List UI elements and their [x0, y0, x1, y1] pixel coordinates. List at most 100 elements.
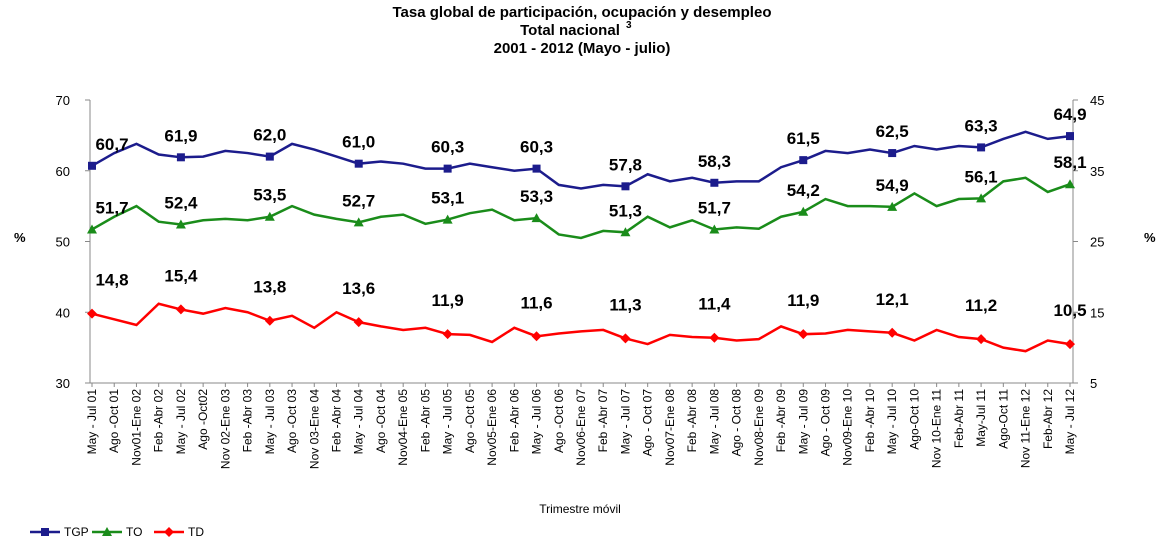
x-tick-label: Nov05-Ene 06: [485, 389, 499, 466]
x-tick-label: May - Jul 07: [618, 389, 632, 455]
marker: [88, 161, 96, 170]
data-label: 11,9: [432, 291, 464, 310]
x-tick-label: Ago -Oct 05: [463, 389, 477, 453]
y-tick-label: 70: [56, 93, 70, 108]
data-label: 14,8: [95, 271, 128, 290]
x-tick-label: Ago - Oct 09: [819, 389, 833, 457]
marker: [976, 334, 987, 345]
data-label: 63,3: [965, 116, 998, 135]
marker: [353, 217, 364, 227]
marker: [887, 327, 898, 338]
x-tick-label: May - Jul 12: [1063, 389, 1077, 455]
marker: [87, 224, 97, 234]
x-tick-label: May-Jul 11: [974, 389, 988, 447]
x-tick-label: Nov09-Ene 10: [841, 389, 855, 466]
data-label: 62,5: [876, 122, 909, 141]
data-label: 53,5: [253, 186, 286, 205]
data-label: 11,3: [609, 295, 641, 314]
y-tick-label: 60: [56, 164, 70, 179]
data-label: 60,3: [431, 138, 464, 157]
line-series: [91, 176, 1071, 240]
marker: [443, 164, 452, 173]
data-label: 51,7: [698, 198, 731, 217]
x-tick-label: Ago - Oct 08: [730, 389, 744, 457]
x-tick-label: May - Jul 04: [352, 389, 366, 455]
data-label: 11,4: [698, 295, 731, 314]
marker: [976, 193, 987, 203]
data-label: 12,1: [876, 290, 909, 309]
x-tick-label: Ago -Oct 01: [107, 389, 121, 453]
data-label: 11,6: [520, 293, 552, 312]
marker: [164, 527, 174, 537]
marker: [87, 308, 97, 319]
marker: [621, 182, 630, 191]
data-label: 53,3: [520, 187, 553, 206]
marker: [709, 332, 720, 343]
y-tick-label: 40: [56, 305, 70, 320]
x-tick-label: Feb -Abr 06: [507, 389, 521, 453]
y2-tick-label: 5: [1090, 376, 1097, 391]
data-label: 58,1: [1053, 153, 1086, 172]
x-tick-label: Nov08-Ene 09: [752, 389, 766, 466]
data-label: 60,3: [520, 138, 553, 157]
data-label: 51,7: [95, 198, 128, 217]
legend-label: TD: [188, 525, 204, 539]
data-label: 61,9: [164, 126, 197, 145]
x-tick-label: Nov 10-Ene 11: [930, 389, 944, 468]
x-tick-label: May - Jul 06: [530, 389, 544, 455]
y-tick-label: 30: [56, 376, 70, 391]
x-tick-label: Ago - Oct 07: [641, 389, 655, 457]
data-label: 56,1: [965, 167, 998, 186]
marker: [798, 329, 809, 340]
marker: [1065, 179, 1075, 189]
x-tick-label: Nov06-Ene 07: [574, 389, 588, 466]
marker: [531, 331, 542, 342]
data-label: 52,7: [342, 191, 375, 210]
data-label: 64,9: [1053, 105, 1086, 124]
legend-label: TGP: [64, 525, 89, 539]
x-tick-label: Feb -Abr 08: [685, 389, 699, 453]
data-label: 13,6: [342, 279, 375, 298]
x-tick-label: Nov 03-Ene 04: [307, 389, 321, 469]
x-tick-label: Ago-Oct 10: [907, 389, 921, 450]
footnote-mark: 3: [626, 20, 632, 31]
marker: [1066, 132, 1074, 141]
x-tick-label: Nov07-Ene 08: [663, 389, 677, 466]
marker: [265, 152, 274, 161]
x-tick-label: Ago -Oct 06: [552, 389, 566, 453]
data-label: 61,0: [342, 133, 375, 152]
data-label: 53,1: [431, 189, 464, 208]
data-label: 57,8: [609, 155, 642, 174]
marker: [799, 156, 808, 165]
x-tick-label: Ago -Oct 03: [285, 389, 299, 453]
data-label: 54,9: [876, 176, 909, 195]
x-tick-label: Ago-Oct 11: [996, 389, 1010, 449]
x-tick-label: May - Jul 02: [174, 389, 188, 455]
y2-tick-label: 35: [1090, 164, 1104, 179]
y2-axis-label: %: [1144, 230, 1156, 245]
y2-tick-label: 15: [1090, 305, 1104, 320]
marker: [264, 315, 275, 326]
x-tick-label: Feb -Abr 02: [152, 389, 166, 453]
data-label: 10,5: [1053, 301, 1086, 320]
y-tick-label: 50: [56, 235, 70, 250]
chart-period: 2001 - 2012 (Mayo - julio): [494, 40, 671, 57]
marker: [620, 227, 631, 237]
x-tick-label: Feb-Abr 11: [952, 389, 966, 448]
data-label: 13,8: [253, 278, 286, 297]
x-tick-label: May - Jul 01: [85, 389, 99, 455]
marker: [102, 527, 112, 536]
x-tick-label: May - Jul 03: [263, 389, 277, 455]
x-tick-label: Nov 02-Ene 03: [218, 389, 232, 469]
legend-label: TO: [126, 525, 142, 539]
y2-tick-label: 25: [1090, 235, 1104, 250]
x-tick-label: Nov 11-Ene 12: [1019, 389, 1033, 468]
marker: [531, 213, 542, 223]
y-axis-label: %: [14, 230, 26, 245]
chart-title: Tasa global de participación, ocupación …: [393, 4, 772, 21]
line-series: [91, 130, 1071, 190]
chart-subtitle: Total nacional: [520, 22, 620, 39]
marker: [442, 329, 453, 340]
